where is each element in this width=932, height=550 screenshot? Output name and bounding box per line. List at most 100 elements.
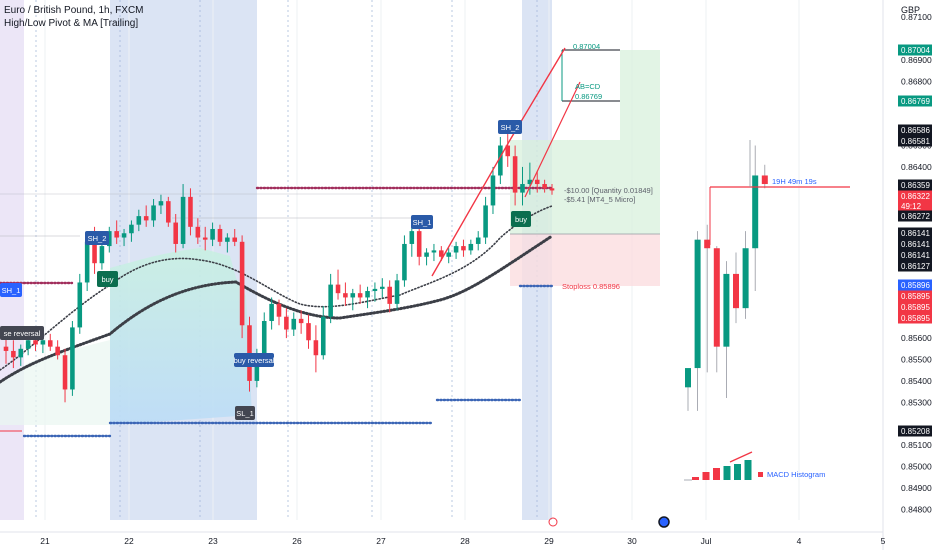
price-tag: 0.85895	[898, 312, 932, 324]
candle-body	[483, 205, 488, 238]
price-tag: 0.86141	[898, 227, 932, 239]
session-shade	[0, 0, 24, 520]
tp-price-label: 0.87004	[573, 42, 600, 51]
svg-text:se reversal: se reversal	[4, 329, 41, 338]
candle-body	[742, 248, 749, 309]
candle-body	[505, 145, 511, 157]
candle-body	[350, 293, 356, 298]
macd-bar	[713, 468, 720, 480]
candle-body	[202, 237, 208, 240]
price-tag: 0.86359	[898, 179, 932, 191]
candle-body	[276, 303, 282, 317]
candle-body	[84, 241, 90, 283]
macd-bar	[692, 477, 699, 480]
x-tick-label: 29	[544, 536, 554, 546]
svg-text:0.85895: 0.85895	[901, 303, 930, 312]
candle-body	[18, 348, 24, 358]
candle-body	[188, 196, 193, 227]
x-tick-label: 26	[292, 536, 302, 546]
candle-body	[475, 237, 481, 244]
svg-text:0.86359: 0.86359	[901, 181, 930, 190]
sh1-label-2: SH_1	[411, 215, 433, 229]
abcd-label: AB=CD	[575, 82, 601, 91]
fast-ma	[0, 205, 553, 371]
macd-bar	[744, 460, 752, 480]
svg-text:0.86769: 0.86769	[901, 97, 930, 106]
currency-label: GBP	[901, 5, 921, 15]
macd-legend-swatch	[758, 472, 763, 477]
candle-body	[446, 252, 451, 257]
price-tag: 0.87004	[898, 44, 932, 56]
price-tag: 49:12	[898, 200, 932, 212]
x-tick-label: Jul	[701, 536, 712, 546]
buy-label: buy	[97, 271, 118, 287]
candle-body	[107, 231, 112, 247]
candle-body	[158, 201, 164, 206]
candle-body	[549, 188, 555, 191]
candle-body	[217, 228, 223, 242]
position-line-2: -$5.41 [MT4_5 Micro]	[564, 195, 635, 204]
price-scale	[883, 0, 932, 550]
candle-body	[70, 327, 75, 390]
macd-bar	[702, 472, 710, 480]
price-tag: 0.85208	[898, 425, 932, 437]
svg-text:0.86322: 0.86322	[901, 192, 930, 201]
price-tag: 0.86769	[898, 95, 932, 107]
candle-body	[291, 318, 297, 330]
svg-text:0.86141: 0.86141	[901, 229, 930, 238]
x-tick-label: 30	[627, 536, 637, 546]
svg-text:buy: buy	[515, 215, 527, 224]
candle-body	[77, 282, 83, 328]
svg-text:0.85208: 0.85208	[901, 427, 930, 436]
candle-body	[527, 179, 533, 185]
price-tag: 0.85896	[898, 279, 932, 291]
indicator-name: High/Low Pivot & MA [Trailing]	[4, 18, 139, 29]
price-tag: 0.86322	[898, 190, 932, 202]
stoploss-label: Stoploss 0.85896	[562, 282, 620, 291]
candle-body	[409, 231, 415, 244]
candle-body	[335, 284, 341, 294]
abcd-pattern-line	[431, 47, 566, 277]
candle-body	[261, 320, 267, 354]
x-tick-label: 5	[881, 536, 886, 546]
candle-body	[210, 228, 215, 240]
svg-text:SH_1: SH_1	[2, 286, 21, 295]
price-tag: 0.86141	[898, 249, 932, 261]
candle-body	[534, 179, 540, 185]
macd-bar	[734, 464, 741, 480]
candle-body	[284, 316, 289, 330]
price-tag: 0.86141	[898, 238, 932, 250]
candle-body	[416, 231, 422, 257]
svg-text:0.86141: 0.86141	[901, 251, 930, 260]
candle-body	[685, 368, 691, 388]
candle-body	[180, 196, 186, 244]
price-tag: 0.86581	[898, 135, 932, 147]
price-tag: 0.86127	[898, 260, 932, 272]
candle-body	[542, 184, 547, 189]
sh2-label-2: SH_2	[498, 120, 522, 134]
price-tag: 0.86586	[898, 124, 932, 136]
chart-title: Euro / British Pound, 1h, FXCM	[4, 5, 144, 16]
y-tick-label: 0.86900	[901, 55, 932, 65]
sh1-label: SH_1	[0, 283, 22, 297]
candle-body	[380, 286, 385, 289]
svg-text:SH_2: SH_2	[501, 123, 520, 132]
candle-body	[99, 246, 105, 264]
y-tick-label: 0.86400	[901, 162, 932, 172]
svg-text:0.85896: 0.85896	[901, 281, 930, 290]
stop-loss-zone	[510, 234, 660, 286]
svg-text:0.86581: 0.86581	[901, 137, 930, 146]
y-tick-label: 0.84900	[901, 483, 932, 493]
candle-body	[269, 303, 274, 321]
candle-body	[306, 323, 311, 341]
candle-body	[490, 175, 496, 206]
svg-text:buy: buy	[101, 275, 113, 284]
svg-text:SH_1: SH_1	[413, 218, 432, 227]
position-line-1: -$10.00 [Quantity 0.01849]	[564, 186, 653, 195]
y-tick-label: 0.86800	[901, 76, 932, 86]
x-tick-label: 23	[208, 536, 218, 546]
x-tick-label: 4	[797, 536, 802, 546]
candle-body	[498, 145, 503, 176]
y-tick-label: 0.85400	[901, 376, 932, 386]
